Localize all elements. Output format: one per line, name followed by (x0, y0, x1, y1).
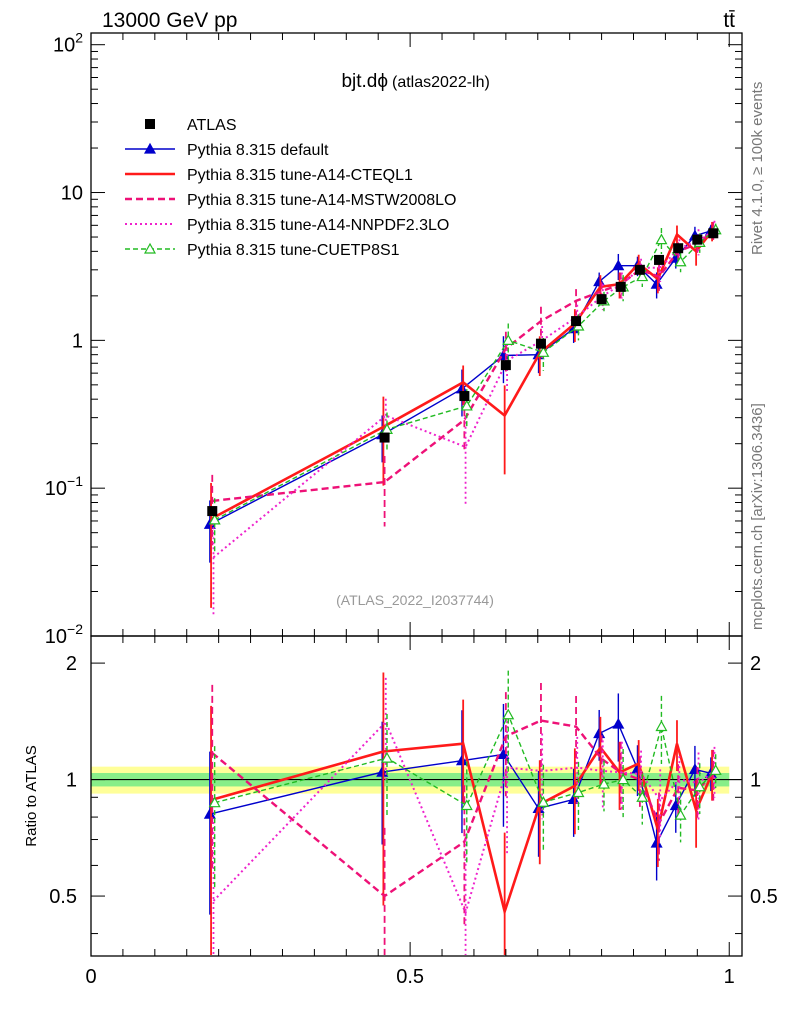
y-tick-label: 10−2 (45, 621, 83, 648)
series-line (210, 230, 714, 521)
ratio-series-marker (617, 773, 630, 785)
y-tick-label-base: 10 (53, 35, 75, 57)
data-point (596, 294, 607, 305)
y-tick-label-exponent: 2 (75, 30, 83, 46)
ratio-series-marker (655, 720, 668, 732)
ratio-series-marker (567, 793, 580, 804)
legend-marker (143, 142, 157, 154)
ratio-series-line (210, 742, 714, 917)
series-marker (636, 270, 649, 282)
series-marker (208, 513, 221, 525)
legend-label: Pythia 8.315 tune-A14-MSTW2008LO (187, 192, 456, 209)
series-marker (502, 334, 515, 345)
x-tick-label: 0 (85, 966, 96, 988)
ratio-series-marker (650, 836, 663, 848)
ratio-ylabel: Ratio to ATLAS (23, 745, 40, 846)
y-tick-label-base: 10 (45, 478, 67, 500)
legend-label: Pythia 8.315 default (187, 142, 329, 159)
data-point (571, 316, 582, 327)
data-point (634, 264, 645, 275)
y-tick-label: 10−1 (45, 473, 83, 500)
ratio-series-marker (208, 796, 221, 808)
data-point (673, 243, 684, 254)
chart-title-text: bjt.dϕ (341, 71, 388, 92)
ratio-y-tick-label: 0.5 (49, 886, 77, 908)
ratio-y-tick-label-right: 2 (750, 653, 761, 675)
ratio-plot-frame (90, 635, 743, 957)
ratio-y-tick-label-right: 1 (750, 770, 761, 792)
series-marker (650, 277, 663, 289)
y-tick-label: 1 (72, 330, 83, 352)
ratio-y-tick-label: 1 (66, 770, 77, 792)
legend-label: Pythia 8.315 tune-CUETP8S1 (187, 242, 400, 259)
legend-label: Pythia 8.315 tune-A14-CTEQL1 (187, 167, 413, 184)
ratio-series-marker (693, 780, 706, 792)
ratio-series-marker (203, 807, 216, 819)
process-label: tt̄ (723, 9, 735, 32)
series-marker (655, 233, 668, 245)
data-point (654, 254, 665, 265)
ratio-y-tick-label-right: 0.5 (750, 886, 778, 908)
ratio-series-marker (460, 799, 473, 811)
ratio-series-marker (674, 808, 687, 820)
legend-marker-data (145, 119, 155, 129)
y-tick-label: 10 (61, 183, 83, 205)
data-point (459, 391, 470, 402)
ratio-series-line (212, 720, 716, 916)
ratio-series-marker (636, 791, 649, 802)
ratio-series-line (211, 719, 715, 898)
ratio-series-marker (455, 754, 468, 766)
data-point (615, 281, 626, 292)
legend-marker (143, 242, 157, 254)
data-point (708, 228, 719, 239)
series-marker (612, 259, 625, 271)
data-point (692, 234, 703, 245)
ratio-series-marker (593, 727, 606, 739)
series-marker (674, 255, 687, 267)
ratio-series-marker (597, 777, 611, 789)
y-tick-label-base: 10 (45, 626, 67, 648)
series-marker (460, 399, 473, 411)
legend-label: Pythia 8.315 tune-A14-NNPDF2.3LO (187, 217, 449, 234)
data-point (500, 360, 511, 371)
y-tick-label-exponent: −1 (67, 473, 83, 489)
data-point (207, 506, 218, 517)
ratio-series-marker (709, 764, 722, 775)
x-tick-label: 1 (724, 966, 735, 988)
analysis-tag: (ATLAS_2022_I2037744) (336, 592, 494, 608)
y-tick-label: 102 (53, 30, 83, 57)
chart-title-suffix: (atlas2022-lh) (392, 74, 490, 91)
ratio-series-marker (380, 751, 394, 763)
ratio-series-marker (537, 796, 550, 807)
ratio-series-marker (612, 717, 625, 729)
ratio-series-marker (376, 765, 389, 777)
data-point (535, 338, 546, 349)
series-marker (537, 346, 550, 357)
rivet-label: Rivet 4.1.0, ≥ 100k events (749, 82, 766, 255)
ratio-series-marker (572, 786, 585, 798)
ratio-series-marker (502, 708, 515, 720)
data-point (379, 432, 390, 443)
ratio-y-tick-label: 2 (66, 653, 77, 675)
chart-title: bjt.dϕ (341, 71, 388, 92)
y-tick-label-exponent: −2 (67, 621, 83, 637)
energy-label: 13000 GeV pp (102, 9, 237, 32)
source-label: mcplots.cern.ch [arXiv:1306.3436] (749, 403, 766, 630)
legend-label-data: ATLAS (187, 117, 237, 134)
legend: ATLAS Pythia 8.315 default Pythia 8.315 tu… (125, 117, 456, 259)
x-tick-label: 0.5 (396, 966, 424, 988)
ratio-plot: 0.5 0.5 1 1 2 2 Ratio to ATLAS (23, 635, 778, 957)
